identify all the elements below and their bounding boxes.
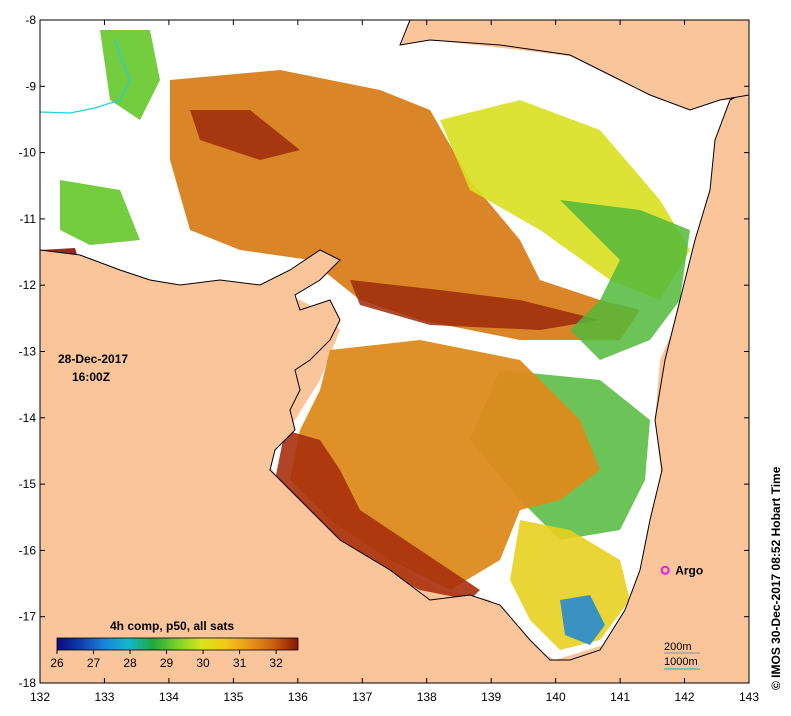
x-tick-label: 132: [30, 690, 50, 704]
colorbar-tick-label: 26: [50, 656, 64, 670]
x-tick-label: 140: [546, 690, 566, 704]
colorbar-tick-label: 30: [196, 656, 210, 670]
river-line: [40, 39, 131, 114]
bathy-1000m-label: 1000m: [664, 656, 698, 668]
sst-hot-band: [190, 110, 600, 330]
colorbar-tick-label: 28: [123, 656, 137, 670]
sst-warm-north: [170, 70, 640, 340]
y-tick-label: -13: [19, 345, 37, 359]
cape-york-land: [40, 89, 749, 683]
colorbar-tick-label: 31: [233, 656, 247, 670]
colorbar-tick-label: 29: [160, 656, 174, 670]
sst-green-west: [60, 30, 160, 245]
date-label: 28-Dec-2017: [58, 352, 128, 366]
y-tick-label: -12: [19, 278, 37, 292]
x-tick-label: 143: [739, 690, 759, 704]
bathy-200m-label: 200m: [664, 641, 692, 653]
x-tick-label: 135: [223, 690, 243, 704]
png-coast-land: [399, 20, 749, 111]
argo-marker[interactable]: Argo: [660, 563, 704, 577]
y-tick-label: -18: [19, 676, 37, 690]
y-tick-label: -16: [19, 543, 37, 557]
bathymetry-legend: 200m 1000m: [664, 641, 700, 670]
y-tick-label: -11: [20, 212, 37, 226]
x-tick-label: 133: [94, 690, 114, 704]
colorbar-tick-label: 27: [87, 656, 101, 670]
x-tick-label: 136: [288, 690, 308, 704]
y-tick-label: -15: [19, 477, 37, 491]
x-tick-label: 138: [417, 690, 437, 704]
x-tick-label: 137: [352, 690, 372, 704]
x-tick-label: 139: [481, 690, 501, 704]
colorbar-ticks: 26 27 28 29 30 31 32: [50, 650, 283, 670]
map-area[interactable]: [40, 20, 749, 683]
sst-blue-patch: [560, 595, 605, 645]
argo-label: Argo: [675, 563, 703, 577]
y-tick-label: -9: [25, 79, 36, 93]
colorbar-legend: 4h comp, p50, all sats 26 27 28 29 30 31 32: [50, 619, 299, 670]
y-axis: -8 -9 -10 -11 -12 -13 -14 -15 -16 -17 -18: [19, 13, 749, 690]
colorbar-title: 4h comp, p50, all sats: [110, 619, 234, 633]
x-tick-label: 142: [675, 690, 695, 704]
argo-float-icon[interactable]: [660, 565, 670, 575]
colorbar-tick-label: 32: [269, 656, 283, 670]
x-tick-label: 134: [159, 690, 179, 704]
colorbar: [56, 637, 299, 651]
imos-credit: © IMOS 30-Dec-2017 08:52 Hobart Time: [769, 466, 783, 690]
time-label: 16:00Z: [72, 370, 110, 384]
y-tick-label: -10: [19, 146, 37, 160]
y-tick-label: -17: [19, 610, 37, 624]
x-axis: 132 133 134 135 136 137 138 139 140 141 142 143: [30, 20, 759, 704]
x-tick-label: 141: [610, 690, 630, 704]
sst-hot-southwest: [275, 430, 480, 600]
y-tick-label: -14: [19, 411, 37, 425]
y-tick-label: -8: [25, 13, 36, 27]
